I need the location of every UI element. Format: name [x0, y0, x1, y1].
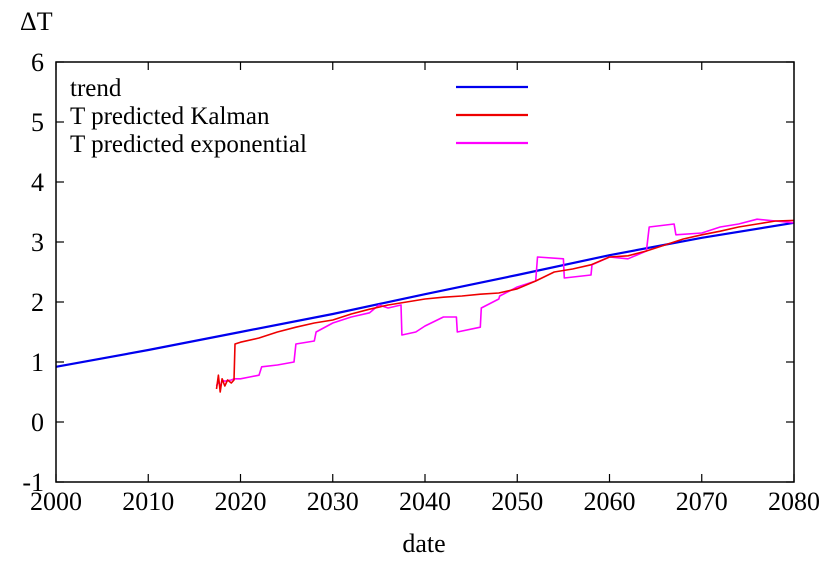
x-tick-label: 2060: [584, 487, 636, 516]
y-tick-label: 4: [31, 168, 44, 197]
x-tick-label: 2020: [215, 487, 267, 516]
axis-ticks: 2000 2010 2020 2030 2040 2050 2060 2070 2080 -1 0 1…: [22, 48, 820, 516]
legend-label: T predicted exponential: [70, 131, 307, 158]
y-tick-label: 6: [31, 48, 44, 77]
legend-label: T predicted Kalman: [70, 103, 270, 130]
x-tick-label: 2070: [676, 487, 728, 516]
y-tick-label: 0: [31, 408, 44, 437]
y-tick-label: 5: [31, 108, 44, 137]
y-axis-title: ΔT: [20, 7, 53, 36]
y-tick-label: -1: [22, 468, 44, 497]
x-tick-label: 2010: [122, 487, 174, 516]
series-line-2: [215, 218, 795, 389]
y-tick-label: 3: [31, 228, 44, 257]
x-tick-label: 2050: [491, 487, 543, 516]
y-tick-label: 1: [31, 348, 44, 377]
y-tick-label: 2: [31, 288, 44, 317]
plot-lines: [55, 218, 795, 393]
x-tick-label: 2040: [399, 487, 451, 516]
series-line-0: [55, 221, 795, 368]
series-line-1: [215, 219, 795, 393]
x-axis-title: date: [402, 529, 445, 558]
x-tick-label: 2030: [307, 487, 359, 516]
legend-label: trend: [70, 75, 122, 102]
x-tick-label: 2080: [768, 487, 820, 516]
x-tick-label: 2000: [30, 487, 82, 516]
